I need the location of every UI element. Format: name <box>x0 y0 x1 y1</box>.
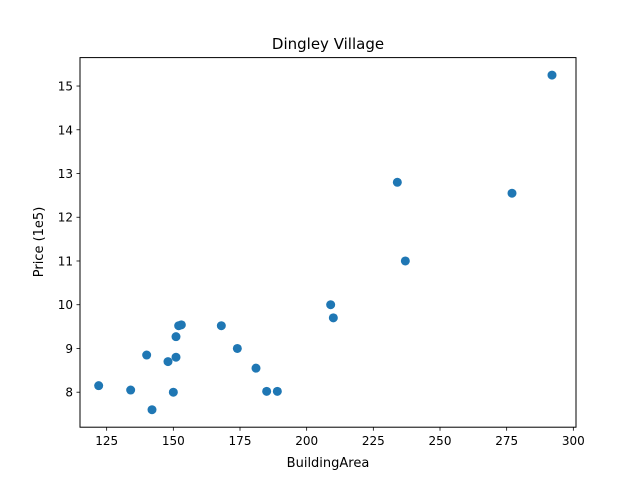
data-point <box>547 70 557 80</box>
data-point <box>126 385 136 395</box>
data-point <box>142 350 152 360</box>
data-point <box>176 320 186 330</box>
y-tick-label: 9 <box>65 342 73 356</box>
data-point <box>163 357 173 367</box>
data-point <box>171 332 181 342</box>
data-point <box>147 405 157 415</box>
data-point <box>507 188 517 198</box>
y-tick-label: 12 <box>58 211 73 225</box>
data-point <box>251 363 261 373</box>
data-point <box>326 300 336 310</box>
chart-title: Dingley Village <box>272 35 384 53</box>
data-point <box>94 381 104 391</box>
x-tick-label: 300 <box>562 434 585 448</box>
data-point <box>232 343 242 353</box>
y-axis: 8 9 10 11 12 13 14 15 <box>58 80 80 400</box>
x-tick-label: 225 <box>362 434 385 448</box>
x-tick-label: 175 <box>229 434 252 448</box>
data-point <box>262 386 272 396</box>
x-tick-label: 250 <box>429 434 452 448</box>
data-point <box>171 352 181 362</box>
y-tick-label: 10 <box>58 298 73 312</box>
data-point <box>392 177 402 187</box>
y-axis-label: Price (1e5) <box>32 207 47 278</box>
x-axis-label: BuildingArea <box>287 456 370 471</box>
x-tick-label: 125 <box>95 434 118 448</box>
y-tick-label: 14 <box>58 123 73 137</box>
x-axis: 125 150 175 200 225 250 275 300 <box>95 427 585 448</box>
points-layer <box>94 70 557 415</box>
data-point <box>168 387 178 397</box>
data-point <box>216 321 226 331</box>
data-point <box>272 386 282 396</box>
x-tick-label: 275 <box>495 434 518 448</box>
y-tick-label: 8 <box>65 386 73 400</box>
x-tick-label: 200 <box>295 434 318 448</box>
y-tick-label: 13 <box>58 167 73 181</box>
y-tick-label: 11 <box>58 254 73 268</box>
x-tick-label: 150 <box>162 434 185 448</box>
y-tick-label: 15 <box>58 80 73 94</box>
data-point <box>328 313 338 323</box>
axes-frame <box>79 57 577 428</box>
data-point <box>400 256 410 266</box>
